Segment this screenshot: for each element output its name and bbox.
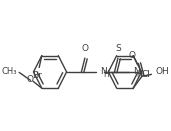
- Text: CH₃: CH₃: [1, 67, 17, 76]
- Text: H: H: [136, 70, 142, 79]
- Text: Br: Br: [32, 72, 42, 80]
- Text: N: N: [100, 67, 106, 76]
- Text: S: S: [115, 44, 121, 53]
- Text: O: O: [129, 51, 136, 59]
- Text: N: N: [133, 67, 140, 76]
- Text: O: O: [81, 44, 88, 53]
- Text: Cl: Cl: [142, 70, 151, 80]
- Text: OH: OH: [156, 67, 170, 76]
- Text: H: H: [103, 70, 109, 79]
- Text: O: O: [27, 75, 34, 84]
